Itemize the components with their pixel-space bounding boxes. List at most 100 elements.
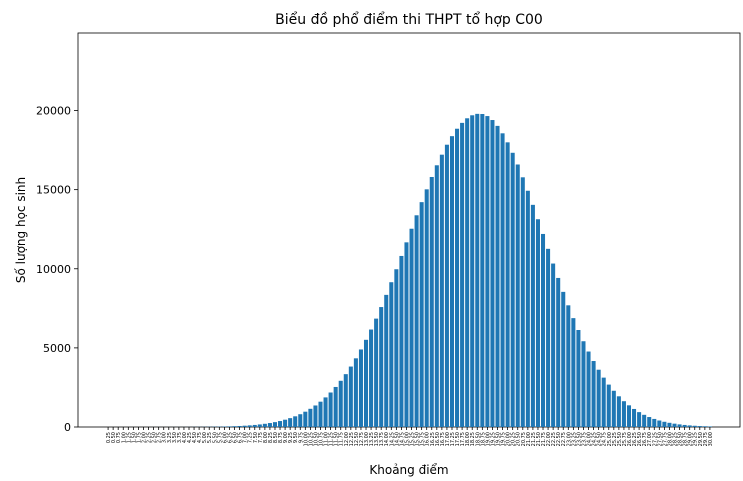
x-tick-label: 6.50 <box>233 432 239 443</box>
x-tick-label: 26.75 <box>642 432 648 446</box>
bar <box>642 414 647 427</box>
bar <box>460 122 465 427</box>
y-axis-label: Số lượng học sinh <box>14 177 28 283</box>
bar <box>626 405 632 427</box>
x-tick-label: 2.75 <box>157 432 163 443</box>
x-tick-label: 23.25 <box>571 432 577 446</box>
x-tick-label: 30.00 <box>708 432 714 446</box>
x-tick-label: 0.75 <box>116 432 122 443</box>
bar <box>399 255 404 427</box>
bar <box>697 426 702 427</box>
x-tick-label: 11.75 <box>339 432 345 446</box>
bar <box>667 422 672 427</box>
x-tick-label: 9.50 <box>293 432 299 443</box>
bar <box>379 307 384 427</box>
bar <box>606 384 611 427</box>
x-tick-label: 27.25 <box>652 432 658 446</box>
x-tick-label: 27.75 <box>662 432 668 446</box>
x-tick-label: 7.50 <box>253 432 259 443</box>
bar <box>313 405 318 427</box>
bar <box>288 418 293 427</box>
y-tick-label: 5000 <box>43 342 71 355</box>
x-tick-label: 10.25 <box>308 432 314 446</box>
bar <box>247 425 252 427</box>
x-tick-label: 17.00 <box>445 432 451 446</box>
x-tick-label: 0.50 <box>111 432 117 443</box>
x-tick-label: 29.00 <box>688 432 694 446</box>
x-tick-label: 12.25 <box>349 432 355 446</box>
bar <box>591 361 596 427</box>
x-tick-label: 3.00 <box>162 432 168 443</box>
bar <box>394 269 399 427</box>
bar <box>439 154 444 427</box>
bar <box>672 423 677 427</box>
bar <box>495 125 500 428</box>
x-tick-label: 28.25 <box>673 432 679 446</box>
x-tick-label: 23.00 <box>566 432 572 446</box>
x-tick-label: 20.50 <box>516 432 522 446</box>
bar <box>535 219 540 427</box>
bar <box>429 176 434 427</box>
y-tick-label: 0 <box>64 421 71 434</box>
x-tick-label: 20.00 <box>506 432 512 446</box>
bar <box>546 248 551 427</box>
bar <box>515 164 520 427</box>
x-tick-label: 27.50 <box>657 432 663 446</box>
bar <box>262 423 267 427</box>
x-tick-label: 24.25 <box>592 432 598 446</box>
bar <box>500 133 505 427</box>
bar <box>353 358 358 427</box>
bar <box>293 416 298 427</box>
bar <box>237 425 242 427</box>
x-tick-label: 1.50 <box>131 432 137 443</box>
bar <box>358 349 363 427</box>
bar <box>348 366 353 427</box>
bar <box>637 412 642 427</box>
x-tick-label: 18.25 <box>470 432 476 446</box>
x-tick-label: 14.50 <box>394 432 400 446</box>
bar <box>470 115 475 427</box>
x-tick-label: 22.75 <box>561 432 567 446</box>
bar <box>505 142 510 427</box>
x-tick-label: 27.00 <box>647 432 653 446</box>
x-tick-label: 14.00 <box>384 432 390 446</box>
bar <box>283 419 288 427</box>
x-tick-label: 17.50 <box>455 432 461 446</box>
x-tick-label: 26.50 <box>637 432 643 446</box>
x-tick-label: 4.00 <box>182 432 188 443</box>
plot-frame <box>77 32 741 428</box>
bar <box>449 136 455 427</box>
x-tick-label: 7.25 <box>248 432 254 443</box>
bar <box>485 116 490 427</box>
bar <box>404 242 409 427</box>
bar <box>419 202 424 427</box>
x-tick-label: 21.50 <box>536 432 542 446</box>
x-tick-label: 16.50 <box>435 432 441 446</box>
bar <box>677 424 682 427</box>
x-tick-label: 1.75 <box>136 432 142 443</box>
bar <box>530 204 535 427</box>
x-tick-label: 19.75 <box>501 432 507 446</box>
x-tick-label: 5.50 <box>212 432 218 443</box>
x-tick-label: 14.25 <box>389 432 395 446</box>
x-tick-label: 10.50 <box>313 432 319 446</box>
y-tick-label: 20000 <box>36 105 71 118</box>
x-tick-label: 21.75 <box>541 432 547 446</box>
bar <box>343 374 348 427</box>
x-tick-label: 12.75 <box>359 432 365 446</box>
x-tick-label: 21.25 <box>531 432 537 446</box>
bar <box>384 294 389 427</box>
x-tick-label: 25.50 <box>617 432 623 446</box>
x-tick-label: 20.75 <box>521 432 527 446</box>
x-tick-label: 28.00 <box>667 432 673 446</box>
x-tick-label: 14.75 <box>399 432 405 446</box>
x-tick-label: 15.00 <box>404 432 410 446</box>
x-tick-label: 29.75 <box>703 432 709 446</box>
x-tick-label: 26.00 <box>627 432 633 446</box>
x-tick-label: 15.75 <box>420 432 426 446</box>
x-tick-label: 2.50 <box>152 432 158 443</box>
x-tick-label: 18.75 <box>480 432 486 446</box>
x-tick-label: 28.75 <box>683 432 689 446</box>
bar <box>475 113 480 427</box>
x-tick-label: 17.75 <box>460 432 466 446</box>
